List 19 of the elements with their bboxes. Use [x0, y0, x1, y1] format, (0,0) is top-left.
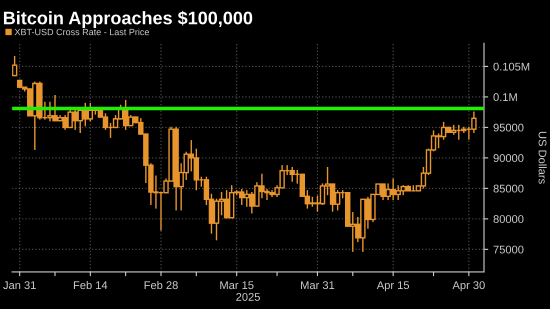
x-tick-label: Mar 15: [220, 281, 254, 290]
x-tick-label: Feb 28: [144, 280, 178, 290]
x-tick-label: Mar 31: [301, 281, 334, 290]
x-tick-label: Feb 14: [74, 280, 108, 290]
x-tick-label: Jan 31: [3, 281, 36, 290]
legend-label: XBT-USD Cross Rate - Last Price: [14, 28, 149, 36]
x-tick-label: Apr 30: [452, 281, 485, 292]
y-tick-label: 85000: [494, 184, 524, 193]
chart-title: Bitcoin Approaches $100,000: [4, 10, 252, 28]
candlestick: [12, 56, 18, 76]
y-tick-label: 75000: [494, 246, 524, 254]
y-tick-label: 80000: [494, 215, 524, 224]
y-tick-label: 90000: [494, 154, 524, 162]
y-tick-label: 95000: [494, 124, 524, 132]
y-tick-label: 0.105M: [493, 62, 530, 71]
y-axis-title: US Dollars: [538, 132, 547, 184]
x-tick-label: Apr 15: [376, 281, 410, 292]
y-tick-label: 0.1M: [493, 93, 517, 102]
x-axis-title: 2025: [236, 292, 260, 301]
